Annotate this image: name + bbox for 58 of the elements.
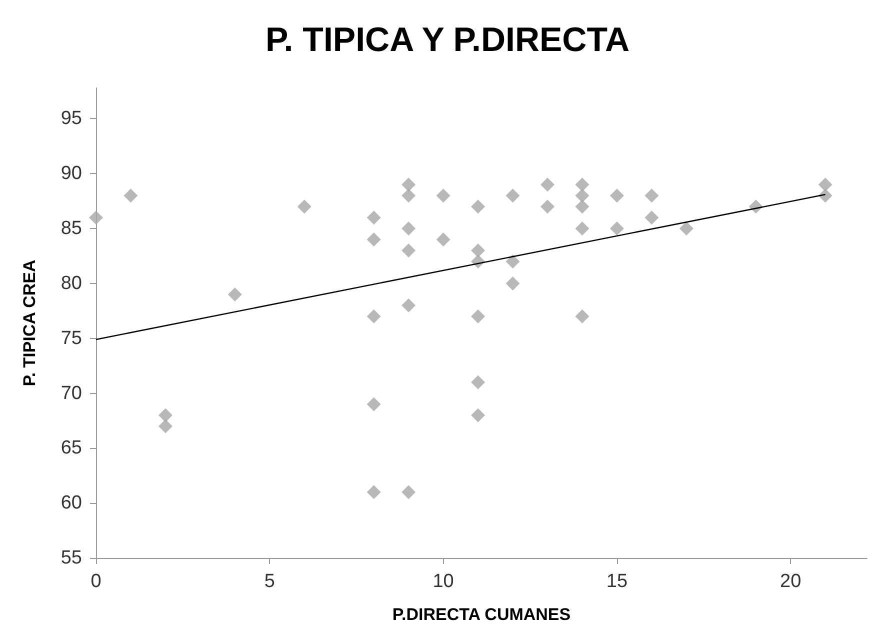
point — [471, 309, 486, 324]
point — [506, 188, 520, 203]
point — [540, 200, 554, 214]
point — [540, 178, 554, 192]
y-tick-label: 55 — [60, 548, 82, 568]
point — [575, 178, 590, 192]
point — [471, 244, 486, 258]
point — [366, 210, 381, 225]
x-tick-label: 0 — [90, 571, 102, 592]
x-tick-label: 20 — [780, 571, 802, 592]
point — [89, 210, 103, 225]
x-tick-label: 10 — [432, 571, 454, 592]
point — [506, 254, 520, 269]
y-tick-label: 95 — [60, 108, 82, 130]
point — [644, 188, 659, 203]
y-tick-label: 60 — [60, 492, 82, 514]
point — [297, 200, 312, 214]
point — [366, 485, 381, 500]
point — [436, 232, 450, 247]
point — [679, 222, 694, 236]
y-axis-title: P. TIPICA CREA — [20, 260, 39, 386]
y-tick-label: 85 — [60, 218, 82, 240]
point — [610, 222, 624, 236]
point — [366, 309, 381, 324]
point — [575, 188, 590, 203]
x-axis-title: P.DIRECTA CUMANES — [392, 605, 571, 624]
point — [436, 188, 450, 203]
point — [818, 178, 832, 192]
point — [575, 222, 590, 236]
point — [575, 200, 590, 214]
point — [366, 232, 381, 247]
point — [158, 419, 172, 434]
x-tick-label: 5 — [264, 571, 275, 592]
point — [644, 210, 659, 225]
chart-title: P. TIPICA Y P.DIRECTA — [265, 21, 630, 59]
point — [471, 375, 486, 390]
point — [402, 188, 416, 203]
point — [402, 222, 416, 236]
point — [228, 287, 242, 302]
point — [402, 178, 416, 192]
y-tick-label: 65 — [60, 438, 82, 459]
point — [610, 188, 624, 203]
point — [818, 188, 832, 203]
point — [402, 244, 416, 258]
point — [124, 188, 138, 203]
x-tick-label: 15 — [606, 571, 628, 592]
point — [402, 298, 416, 312]
point — [402, 485, 416, 500]
y-tick-label: 75 — [60, 328, 82, 349]
point — [575, 309, 590, 324]
point — [366, 397, 381, 412]
y-tick-label: 80 — [60, 272, 82, 294]
y-tick-label: 90 — [60, 163, 82, 184]
y-tick-label: 70 — [60, 382, 82, 404]
point — [471, 408, 486, 422]
point — [506, 276, 520, 290]
point — [158, 408, 172, 422]
point — [471, 200, 486, 214]
